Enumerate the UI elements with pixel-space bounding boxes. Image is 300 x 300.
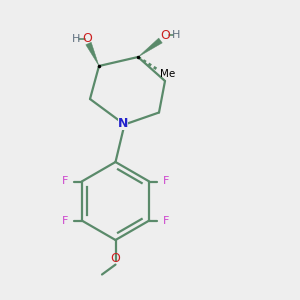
Text: F: F: [62, 215, 68, 226]
Text: O: O: [160, 28, 170, 42]
Polygon shape: [86, 42, 99, 66]
Text: O: O: [111, 251, 120, 265]
Text: N: N: [118, 116, 128, 130]
Text: F: F: [163, 215, 169, 226]
Text: Me: Me: [160, 69, 175, 79]
Text: H: H: [72, 34, 80, 44]
Text: H: H: [172, 30, 180, 40]
Polygon shape: [138, 38, 162, 57]
Text: F: F: [163, 176, 169, 187]
Text: F: F: [62, 176, 68, 187]
Text: O: O: [82, 32, 92, 46]
